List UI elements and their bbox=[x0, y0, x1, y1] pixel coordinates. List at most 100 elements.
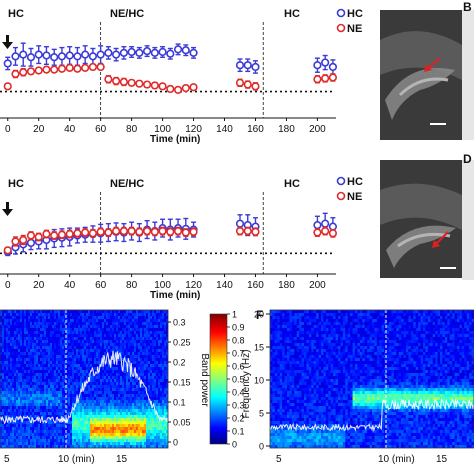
spec-left-cell bbox=[32, 316, 35, 320]
spec-left-cell bbox=[66, 391, 69, 395]
spec-left-cell bbox=[44, 319, 47, 323]
spec-right-cell bbox=[311, 436, 315, 440]
spec-right-cell bbox=[277, 403, 281, 407]
spec-left-cell bbox=[132, 343, 135, 347]
spec-right-cell bbox=[270, 355, 274, 359]
spec-left-cell bbox=[62, 433, 65, 437]
micrograph-d: D bbox=[380, 150, 474, 280]
spec-left-cell bbox=[64, 436, 67, 440]
spec-left-cell bbox=[48, 358, 51, 362]
spec-left-cell bbox=[16, 418, 19, 422]
spec-left-cell bbox=[48, 361, 51, 365]
spec-left-cell bbox=[150, 370, 153, 374]
spec-left-cell bbox=[86, 421, 89, 425]
spec-left-cell bbox=[102, 349, 105, 353]
spec-left-cell bbox=[158, 439, 161, 443]
spec-left-cell bbox=[164, 364, 167, 368]
spec-left-cell bbox=[88, 412, 91, 416]
spec-right-cell bbox=[289, 337, 293, 341]
spec-left-cell bbox=[60, 400, 63, 404]
spec-left-cell bbox=[76, 310, 79, 314]
spec-left-cell bbox=[58, 313, 61, 317]
spec-left-cell bbox=[22, 427, 25, 431]
spec-left-cell bbox=[38, 394, 41, 398]
spec-right-cell bbox=[301, 316, 305, 320]
spec-left-cell bbox=[116, 349, 119, 353]
spec-right-cell bbox=[308, 316, 312, 320]
spec-left-cell bbox=[86, 361, 89, 365]
spec-left-cell bbox=[64, 313, 67, 317]
middle-ne-point bbox=[243, 226, 252, 236]
spec-left-cell bbox=[138, 349, 141, 353]
spec-left-cell bbox=[42, 337, 45, 341]
spec-left-cell bbox=[36, 325, 39, 329]
spec-left-cell bbox=[122, 379, 125, 383]
spec-left-cell bbox=[12, 343, 15, 347]
spec-left-cell bbox=[20, 319, 23, 323]
spec-left-cell bbox=[26, 379, 29, 383]
spec-left-cell bbox=[18, 334, 21, 338]
spec-left-cell bbox=[0, 331, 3, 335]
spec-left-cell bbox=[66, 334, 69, 338]
spec-left-cell bbox=[84, 322, 87, 326]
spec-left-cell bbox=[96, 313, 99, 317]
spec-left-cell bbox=[118, 319, 121, 323]
spec-right-cell bbox=[294, 334, 298, 338]
spec-right-cell bbox=[287, 370, 291, 374]
spec-right-cell bbox=[270, 397, 274, 401]
spec-left-cell bbox=[60, 403, 63, 407]
spec-left-cell bbox=[22, 442, 25, 446]
spec-left-cell bbox=[98, 427, 101, 431]
spec-left-cell bbox=[62, 412, 65, 416]
spec-left-cell bbox=[138, 409, 141, 413]
spec-left-cell bbox=[72, 352, 75, 356]
spec-left-cell bbox=[162, 418, 165, 422]
middle-grid: 0 20 40 60 80 100 120 140 160 180 200 bbox=[0, 192, 338, 291]
spec-left-cell bbox=[66, 367, 69, 371]
spec-left-cell bbox=[110, 337, 113, 341]
spec-left-cell bbox=[106, 319, 109, 323]
spec-left-cell bbox=[46, 355, 49, 359]
spec-left-cell bbox=[72, 400, 75, 404]
spec-left-cell bbox=[150, 325, 153, 329]
spec-right-cell bbox=[294, 319, 298, 323]
spec-right-cell bbox=[279, 436, 283, 440]
spec-left-cell bbox=[28, 340, 31, 344]
top-ne-point bbox=[73, 64, 82, 73]
spec-left-cell bbox=[138, 325, 141, 329]
spec-left-cell bbox=[102, 442, 105, 446]
spec-left-cell bbox=[76, 406, 79, 410]
spec-left-cell bbox=[164, 445, 167, 448]
spec-left-cell bbox=[0, 370, 3, 374]
spec-left-cell bbox=[32, 325, 35, 329]
spec-right-cell bbox=[289, 445, 293, 448]
spec-left-cell bbox=[126, 310, 129, 314]
spec-left-cell bbox=[64, 424, 67, 428]
top-hc-point bbox=[50, 48, 59, 66]
spec-left-cell bbox=[70, 337, 73, 341]
middle-ne-point bbox=[189, 227, 198, 237]
spec-left-cell bbox=[50, 427, 53, 431]
spec-left-cell bbox=[142, 445, 145, 448]
spec-left-cell bbox=[52, 313, 55, 317]
spec-left-cell bbox=[150, 367, 153, 371]
spec-right-cell bbox=[287, 418, 291, 422]
spec-left-cell bbox=[70, 394, 73, 398]
spec-right-cell bbox=[274, 340, 278, 344]
spec-left-cell bbox=[0, 334, 3, 338]
spec-left-cell bbox=[34, 310, 37, 314]
spec-left-cell bbox=[142, 370, 145, 374]
spec-left-cell bbox=[144, 436, 147, 440]
spec-left-cell bbox=[148, 367, 151, 371]
spec-left-cell bbox=[144, 334, 147, 338]
spec-left-cell bbox=[146, 400, 149, 404]
spec-left-cell bbox=[64, 331, 67, 335]
spec-left-cell bbox=[106, 433, 109, 437]
spec-right-cell bbox=[277, 316, 281, 320]
spec-left-cell bbox=[126, 340, 129, 344]
spec-left-cell bbox=[34, 436, 37, 440]
spec-right-cell bbox=[279, 385, 283, 389]
spec-left-cell bbox=[0, 367, 3, 371]
spec-left-cell bbox=[82, 376, 85, 380]
spec-left-cell bbox=[40, 430, 43, 434]
